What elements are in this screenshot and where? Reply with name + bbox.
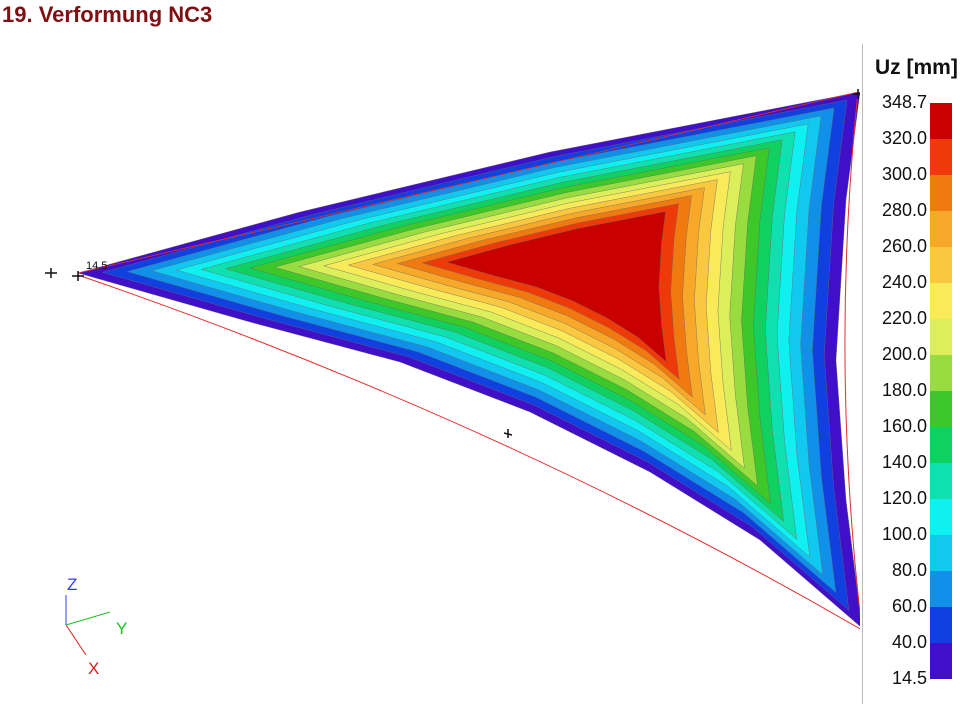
legend-band (930, 499, 952, 535)
legend-label: 200.0 (881, 344, 927, 364)
legend-label: 120.0 (881, 488, 927, 508)
axis-triad: Z Y X (65, 575, 127, 678)
legend-band (930, 355, 952, 391)
legend-band (930, 139, 952, 175)
axis-z-label: Z (67, 575, 77, 594)
legend-label: 220.0 (881, 308, 927, 328)
contour-band (446, 211, 667, 362)
legend-band (930, 535, 952, 571)
legend-label: 14.5 (891, 668, 927, 688)
legend-label: 320.0 (881, 128, 927, 148)
legend-band (930, 283, 952, 319)
legend-label: 300.0 (881, 164, 927, 184)
legend-label: 280.0 (881, 200, 927, 220)
legend-band (930, 319, 952, 355)
support-line-right (844, 91, 860, 617)
legend-label: 100.0 (881, 524, 927, 544)
legend-label: 348.7 (881, 92, 927, 112)
legend-title: Uz [mm] (875, 56, 958, 79)
axis-x-label: X (88, 659, 99, 678)
deformation-contour-plot: 14.5 Z Y X (45, 89, 860, 678)
support-node-marker (45, 89, 860, 438)
legend-band (930, 607, 952, 643)
legend-label: 40.0 (891, 632, 927, 652)
legend-band (930, 391, 952, 427)
axis-y-label: Y (116, 619, 127, 638)
legend-label: 80.0 (891, 560, 927, 580)
legend-label: 260.0 (881, 236, 927, 256)
color-legend: Uz [mm] 348.7 320.0 300.0 280.0 260.0 240.0 22… (862, 44, 960, 704)
support-line-top (77, 91, 859, 274)
legend-band (930, 103, 952, 139)
legend-label: 140.0 (881, 452, 927, 472)
node-value-label: 14.5 (86, 260, 107, 272)
legend-label: 180.0 (881, 380, 927, 400)
legend-label: 160.0 (881, 416, 927, 436)
legend-label: 60.0 (891, 596, 927, 616)
legend-band (930, 463, 952, 499)
support-line-bottom (77, 274, 860, 630)
legend-band (930, 175, 952, 211)
legend-band (930, 643, 952, 679)
page-title: 19. Verformung NC3 (2, 2, 213, 27)
legend-band (930, 427, 952, 463)
legend-band (930, 211, 952, 247)
legend-band (930, 571, 952, 607)
legend-band (930, 247, 952, 283)
legend-label: 240.0 (881, 272, 927, 292)
